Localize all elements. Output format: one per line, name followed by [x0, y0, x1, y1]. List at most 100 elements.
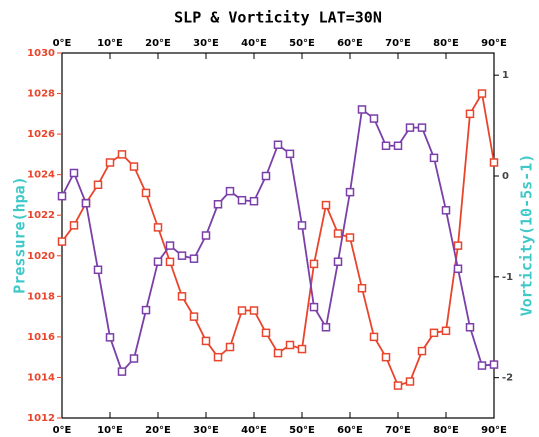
- point-marker: [321, 323, 331, 332]
- x-tick-label: 90°E: [481, 425, 507, 436]
- y2-axis-label: Vorticity(10-5s-1): [518, 154, 536, 317]
- point-marker: [441, 326, 451, 336]
- point-marker: [201, 231, 211, 240]
- series-line: [61, 90, 495, 387]
- point-marker: [381, 352, 391, 362]
- y-tick-label: 1028: [27, 89, 55, 100]
- point-marker: [261, 328, 271, 338]
- point-marker: [189, 254, 199, 263]
- point-marker: [81, 198, 91, 208]
- y2-tick-label: 0: [502, 171, 509, 182]
- x-tick-label: 80°E: [433, 425, 459, 436]
- point-marker: [213, 352, 223, 362]
- x-tick-label-top: 70°E: [385, 38, 411, 49]
- y-tick-label: 1026: [27, 129, 55, 140]
- y2-tick-label: 1: [502, 70, 509, 81]
- point-marker: [57, 237, 67, 246]
- y2-tick-label: -1: [502, 272, 513, 283]
- x-tick-label-top: 30°E: [193, 38, 219, 49]
- y-tick-label: 1022: [27, 210, 55, 221]
- point-marker: [261, 171, 271, 181]
- x-tick-label-top: 10°E: [97, 38, 123, 49]
- point-marker: [453, 264, 463, 274]
- point-marker: [369, 332, 379, 342]
- x-tick-label-top: 40°E: [241, 38, 267, 49]
- x-tick-label-top: 80°E: [433, 38, 459, 49]
- point-marker: [93, 265, 103, 275]
- point-marker: [357, 283, 367, 293]
- chart-title: SLP & Vorticity LAT=30N: [174, 9, 382, 27]
- point-marker: [273, 348, 283, 358]
- point-marker: [417, 346, 427, 356]
- point-marker: [333, 257, 343, 266]
- x-tick-label: 50°E: [289, 425, 315, 436]
- point-marker: [141, 188, 151, 198]
- point-marker: [285, 340, 295, 350]
- point-marker: [129, 354, 139, 363]
- point-marker: [309, 259, 319, 269]
- point-marker: [177, 251, 187, 260]
- point-marker: [405, 123, 415, 132]
- y-tick-label: 1012: [27, 413, 55, 424]
- point-marker: [237, 306, 247, 315]
- x-tick-label: 20°E: [145, 425, 171, 436]
- point-marker: [141, 305, 151, 315]
- point-marker: [393, 381, 403, 390]
- x-tick-label: 30°E: [193, 425, 219, 436]
- point-marker: [189, 312, 199, 321]
- y-tick-label: 1018: [27, 291, 55, 302]
- point-marker: [129, 162, 139, 171]
- point-marker: [297, 344, 307, 354]
- point-marker: [309, 302, 319, 312]
- x-tick-label-top: 50°E: [289, 38, 315, 49]
- y-tick-label: 1024: [27, 170, 55, 181]
- point-marker: [417, 123, 427, 132]
- point-marker: [357, 105, 367, 114]
- point-marker: [429, 153, 439, 163]
- x-tick-label-top: 90°E: [481, 38, 507, 49]
- x-tick-label: 0°E: [53, 425, 72, 436]
- point-marker: [69, 221, 79, 230]
- point-marker: [69, 168, 79, 178]
- point-marker: [369, 114, 379, 123]
- point-marker: [285, 149, 295, 159]
- point-marker: [465, 109, 475, 119]
- y-tick-label: 1016: [27, 332, 55, 343]
- point-marker: [105, 333, 115, 342]
- point-marker: [225, 186, 235, 196]
- point-marker: [345, 187, 355, 197]
- point-marker: [381, 141, 391, 151]
- point-marker: [345, 233, 355, 242]
- point-marker: [477, 89, 487, 98]
- x-tick-label: 10°E: [97, 425, 123, 436]
- point-marker: [117, 150, 127, 159]
- point-marker: [165, 241, 175, 250]
- point-marker: [405, 377, 415, 386]
- point-marker: [393, 141, 403, 151]
- point-marker: [441, 206, 451, 215]
- point-marker: [117, 367, 127, 376]
- point-marker: [237, 195, 247, 205]
- point-marker: [273, 140, 283, 150]
- point-marker: [57, 191, 67, 201]
- y-tick-label: 1020: [27, 251, 55, 262]
- point-marker: [225, 342, 235, 352]
- point-marker: [321, 200, 331, 210]
- x-tick-label: 70°E: [385, 425, 411, 436]
- y2-tick-label: -2: [502, 373, 513, 384]
- y-axis-label: Pressure(hpa): [11, 176, 29, 293]
- point-marker: [249, 306, 259, 315]
- point-marker: [489, 360, 499, 369]
- point-marker: [201, 336, 211, 346]
- point-marker: [333, 229, 343, 238]
- plot-frame: [61, 52, 495, 419]
- y-tick-label: 1014: [27, 372, 55, 383]
- point-marker: [105, 158, 115, 167]
- x-tick-label-top: 20°E: [145, 38, 171, 49]
- point-marker: [249, 196, 259, 206]
- point-marker: [93, 180, 103, 190]
- point-marker: [429, 328, 439, 338]
- x-tick-label-top: 0°E: [53, 38, 72, 49]
- point-marker: [213, 199, 223, 209]
